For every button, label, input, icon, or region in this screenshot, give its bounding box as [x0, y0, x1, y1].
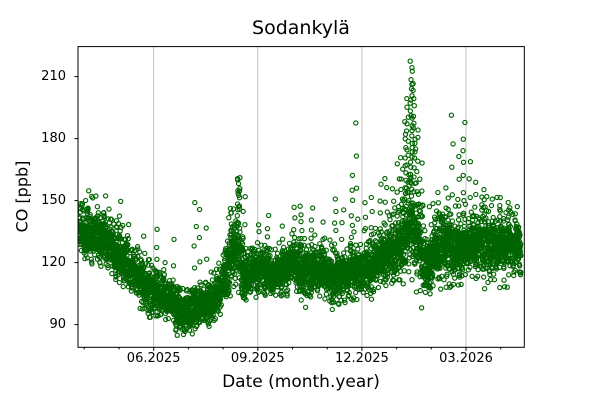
y-tick-label: 90: [49, 316, 66, 332]
axis-ticks: [74, 76, 502, 351]
y-tick-label: 210: [41, 68, 66, 84]
scatter-points: [78, 58, 524, 338]
x-tick-label: 06.2025: [126, 351, 181, 366]
y-tick-label: 120: [41, 254, 66, 270]
x-tick-label: 12.2025: [335, 351, 389, 366]
axes-box: [77, 46, 525, 348]
y-tick-label: 180: [41, 130, 66, 146]
x-tick-label: 03.2026: [439, 351, 493, 366]
y-tick-label: 150: [41, 192, 66, 208]
x-tick-label: 09.2025: [230, 351, 285, 366]
chart-title: Sodankylä: [252, 17, 350, 39]
x-axis-label: Date (month.year): [222, 372, 380, 392]
